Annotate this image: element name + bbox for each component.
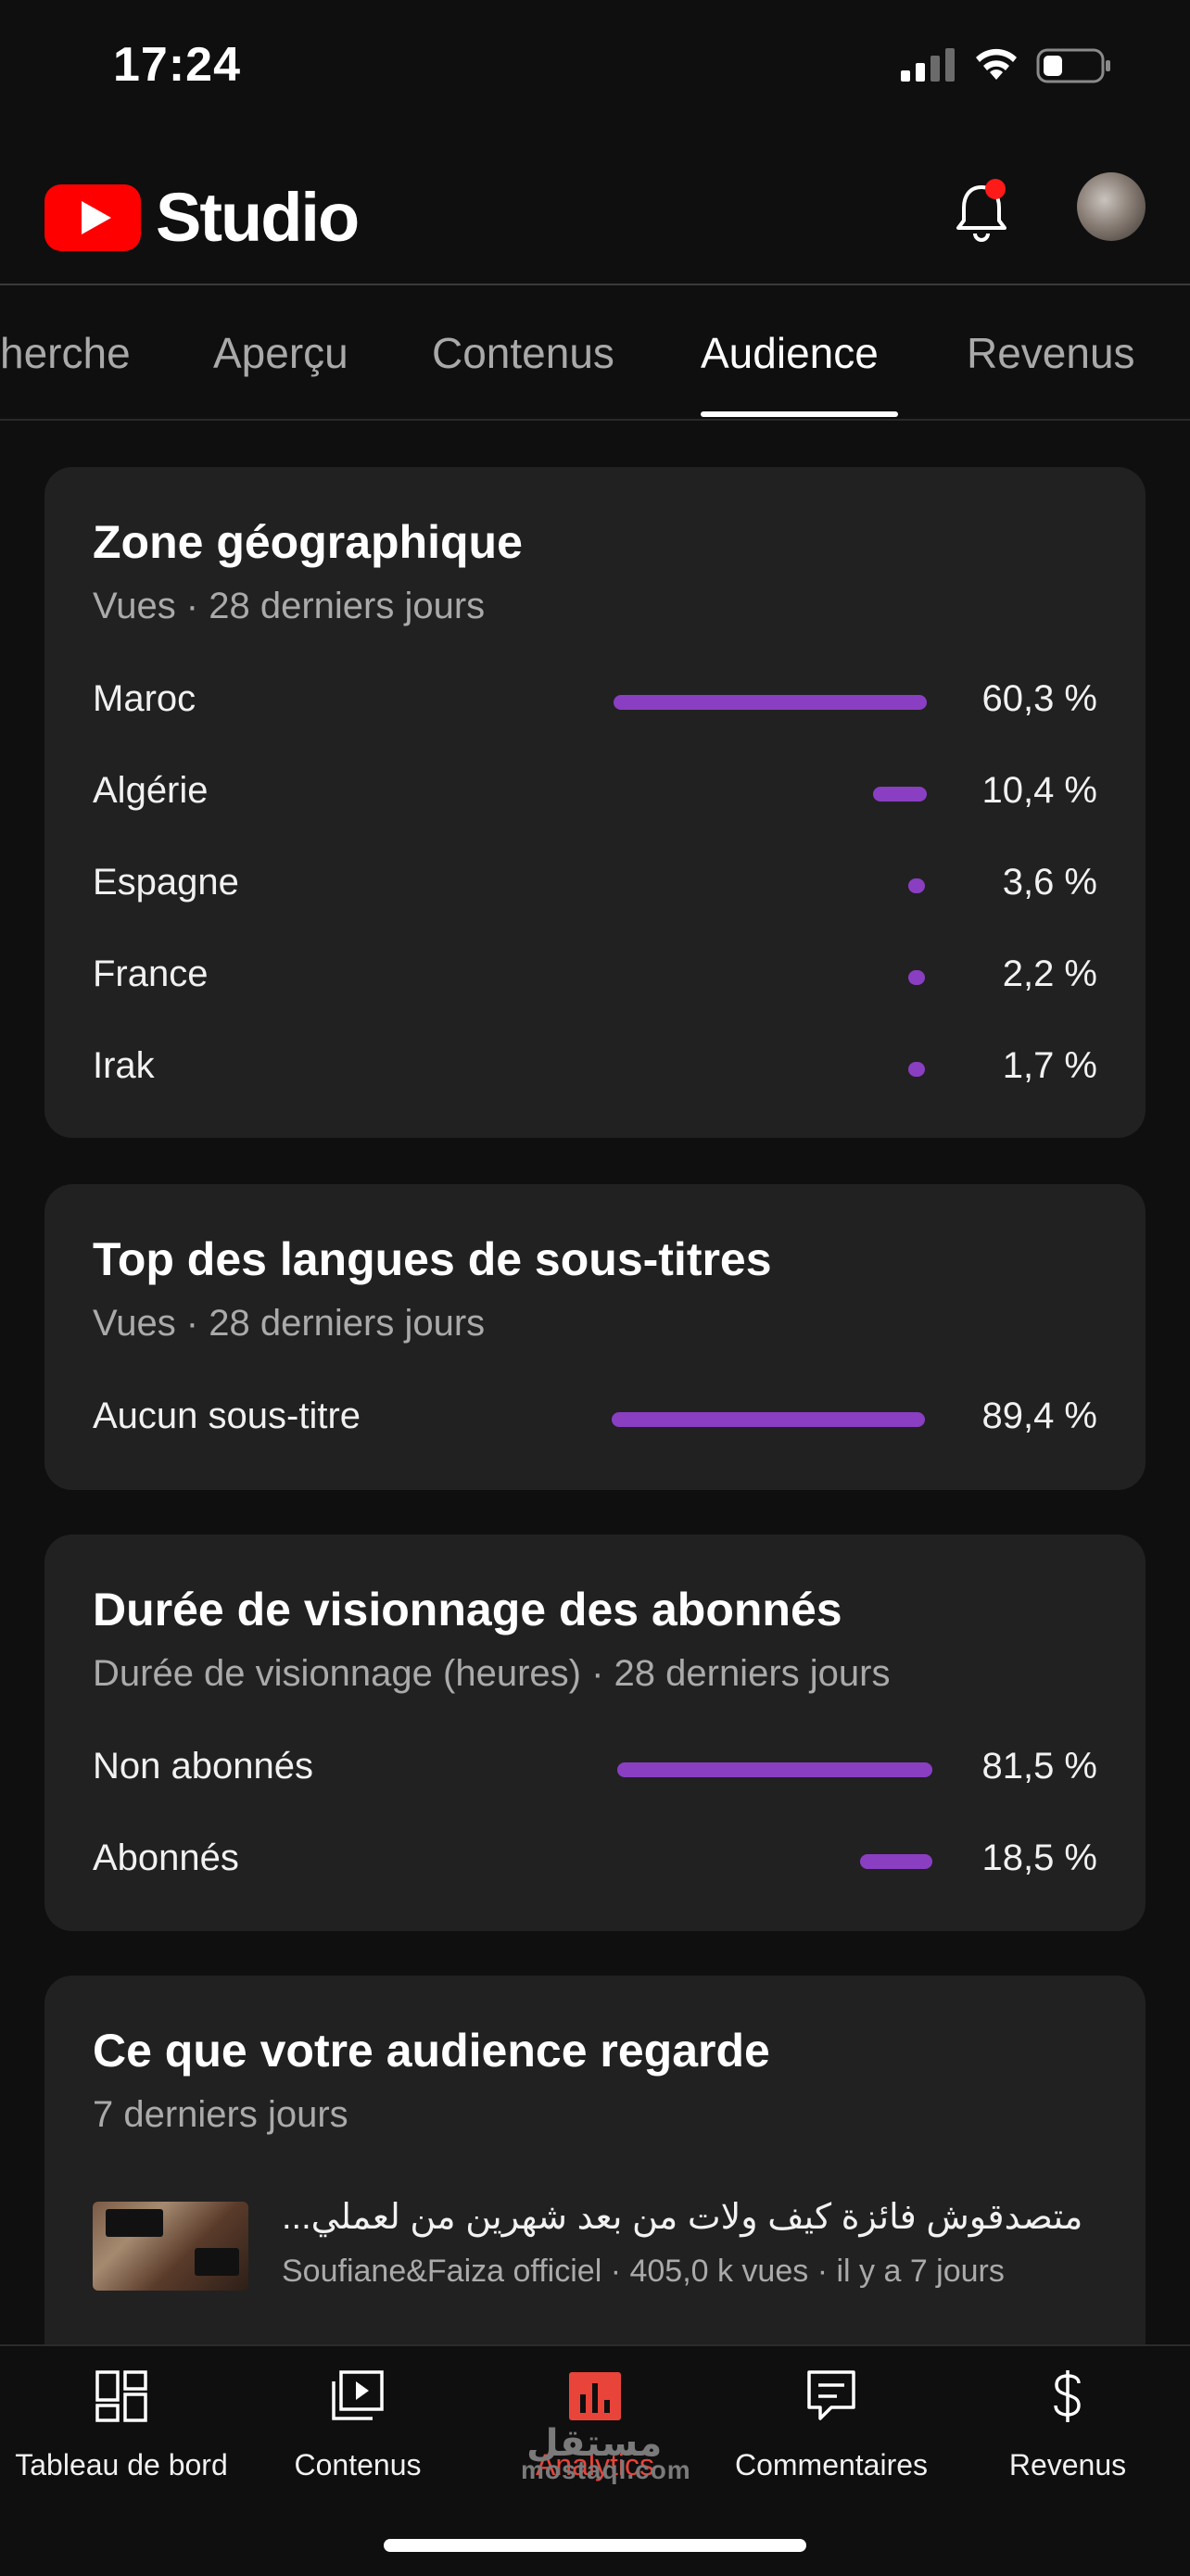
home-indicator[interactable]: [384, 2539, 806, 2552]
studio-wordmark: Studio: [156, 179, 360, 256]
row-value: 10,4 %: [981, 770, 1097, 811]
nav-label: Revenus: [1008, 2448, 1127, 2481]
audience-watches-card: Ce que votre audience regarde 7 derniers…: [44, 1976, 1146, 2402]
notification-dot: [985, 179, 1006, 199]
geo-row-france: France 2,2 %: [44, 948, 1146, 1004]
card-subtitle: Vues · 28 derniers jours: [93, 586, 486, 626]
card-title: Durée de visionnage des abonnés: [93, 1584, 842, 1635]
tab-apercu[interactable]: Aperçu: [213, 329, 348, 377]
row-value: 89,4 %: [981, 1395, 1097, 1436]
bottom-navigation: Tableau de bord Contenus Analytics Comme…: [0, 2344, 1190, 2576]
share-bar: [908, 1062, 925, 1077]
account-avatar[interactable]: [1077, 172, 1146, 241]
card-title: Top des langues de sous-titres: [93, 1233, 772, 1285]
status-time: 17:24: [113, 38, 241, 92]
geography-card: Zone géographique Vues · 28 derniers jou…: [44, 467, 1146, 1138]
share-bar: [617, 1762, 932, 1777]
video-title[interactable]: متصدقوش فائزة كيف ولات من بعد شهرين من ل…: [282, 2198, 1083, 2237]
geo-row-irak: Irak 1,7 %: [44, 1040, 1146, 1095]
nav-analytics[interactable]: Analytics: [473, 2346, 717, 2532]
nav-label: Analytics: [535, 2448, 655, 2481]
share-bar: [873, 787, 927, 802]
nav-revenue[interactable]: Revenus: [945, 2346, 1190, 2532]
share-bar: [612, 1412, 925, 1427]
nav-label: Commentaires: [734, 2448, 929, 2481]
row-label: Irak: [93, 1045, 155, 1086]
battery-icon: [1036, 48, 1110, 83]
active-tab-indicator: [701, 411, 898, 417]
row-label: Abonnés: [93, 1837, 239, 1878]
notifications-bell-icon[interactable]: [951, 178, 1012, 246]
card-subtitle: Durée de visionnage (heures) · 28 dernie…: [93, 1653, 891, 1694]
row-label: Espagne: [93, 862, 239, 903]
watch-row-subscribers: Abonnés 18,5 %: [44, 1832, 1146, 1888]
analytics-icon: [569, 2372, 621, 2420]
row-value: 3,6 %: [1002, 862, 1097, 903]
subtitle-languages-card: Top des langues de sous-titres Vues · 28…: [44, 1184, 1146, 1490]
nav-comments[interactable]: Commentaires: [717, 2346, 945, 2532]
row-label: Algérie: [93, 770, 209, 811]
share-bar: [614, 695, 927, 710]
nav-content[interactable]: Contenus: [243, 2346, 473, 2532]
status-bar: 17:24: [0, 0, 1190, 139]
row-label: Non abonnés: [93, 1746, 313, 1787]
app-header: Studio: [0, 139, 1190, 285]
card-title: Ce que votre audience regarde: [93, 2025, 770, 2077]
row-label: Maroc: [93, 678, 196, 719]
geo-row-maroc: Maroc 60,3 %: [44, 673, 1146, 728]
tab-revenus[interactable]: Revenus: [967, 329, 1135, 377]
share-bar: [908, 878, 925, 893]
nav-label: Contenus: [294, 2448, 422, 2481]
watermark: mostaql.com: [521, 2456, 691, 2484]
youtube-logo-icon: [44, 183, 141, 251]
content-icon: [332, 2370, 384, 2420]
dashboard-icon: [95, 2370, 147, 2422]
nav-label: Tableau de bord: [15, 2448, 228, 2481]
row-value: 1,7 %: [1002, 1045, 1097, 1086]
analytics-tabs: herche Aperçu Contenus Audience Revenus: [0, 285, 1190, 421]
watch-row-non-subscribers: Non abonnés 81,5 %: [44, 1740, 1146, 1796]
wifi-icon: [976, 48, 1017, 80]
row-label: Aucun sous-titre: [93, 1395, 361, 1436]
tab-audience[interactable]: Audience: [701, 329, 879, 377]
row-value: 18,5 %: [981, 1837, 1097, 1878]
row-value: 2,2 %: [1002, 953, 1097, 994]
card-subtitle: Vues · 28 derniers jours: [93, 1303, 486, 1344]
card-title: Zone géographique: [93, 516, 523, 568]
subscriber-watch-time-card: Durée de visionnage des abonnés Durée de…: [44, 1534, 1146, 1931]
geo-row-algerie: Algérie 10,4 %: [44, 764, 1146, 820]
video-thumbnail[interactable]: [93, 2202, 248, 2291]
tab-recherche[interactable]: herche: [0, 329, 131, 377]
cellular-signal-icon: [901, 48, 955, 82]
row-label: France: [93, 953, 209, 994]
row-value: 81,5 %: [981, 1746, 1097, 1787]
row-value: 60,3 %: [981, 678, 1097, 719]
subtitle-row-none: Aucun sous-titre 89,4 %: [44, 1390, 1146, 1446]
video-meta: Soufiane&Faiza officiel · 405,0 k vues ·…: [282, 2254, 1005, 2289]
watermark-arabic: مستقل: [526, 2423, 663, 2464]
share-bar: [908, 970, 925, 985]
dollar-icon: [1054, 2370, 1081, 2422]
comments-icon: [807, 2370, 855, 2420]
card-subtitle: 7 derniers jours: [93, 2094, 348, 2135]
geo-row-espagne: Espagne 3,6 %: [44, 856, 1146, 912]
share-bar: [860, 1854, 932, 1869]
youtube-studio-logo[interactable]: Studio: [44, 178, 360, 257]
nav-dashboard[interactable]: Tableau de bord: [0, 2346, 243, 2532]
tab-contenus[interactable]: Contenus: [432, 329, 614, 377]
